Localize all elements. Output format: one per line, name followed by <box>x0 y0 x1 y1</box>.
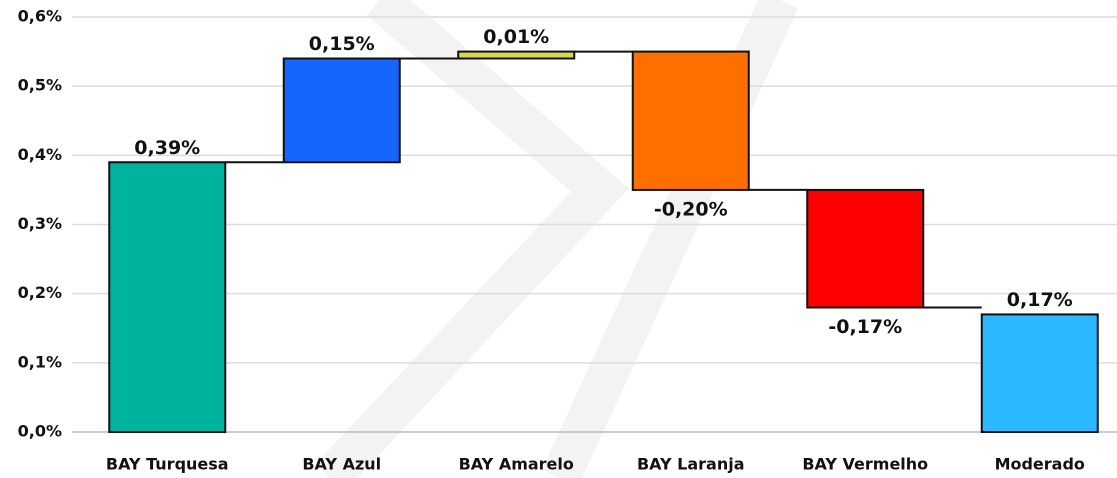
x-tick-label: BAY Turquesa <box>106 455 229 474</box>
x-tick-label: BAY Vermelho <box>802 455 928 474</box>
y-tick-label: 0,2% <box>18 283 62 302</box>
x-tick-label: BAY Amarelo <box>459 455 574 474</box>
y-tick-label: 0,4% <box>18 145 62 164</box>
y-tick-label: 0,5% <box>18 76 62 95</box>
x-tick-label: BAY Azul <box>302 455 381 474</box>
value-label: 0,17% <box>1007 289 1073 311</box>
x-tick-label: Moderado <box>995 455 1085 474</box>
bar <box>282 57 401 164</box>
y-tick-label: 0,0% <box>18 422 62 441</box>
bar <box>457 50 576 60</box>
y-tick-label: 0,6% <box>18 7 62 26</box>
value-label: -0,20% <box>654 198 728 220</box>
bar <box>631 50 750 191</box>
value-label: 0,01% <box>483 26 549 48</box>
value-label: -0,17% <box>828 316 902 338</box>
bar <box>108 161 227 433</box>
y-tick-label: 0,3% <box>18 214 62 233</box>
y-tick-label: 0,1% <box>18 352 62 371</box>
value-label: 0,39% <box>134 137 200 159</box>
x-tick-label: BAY Laranja <box>637 455 745 474</box>
bar <box>806 188 925 309</box>
bar <box>980 313 1099 433</box>
value-label: 0,15% <box>309 33 375 55</box>
